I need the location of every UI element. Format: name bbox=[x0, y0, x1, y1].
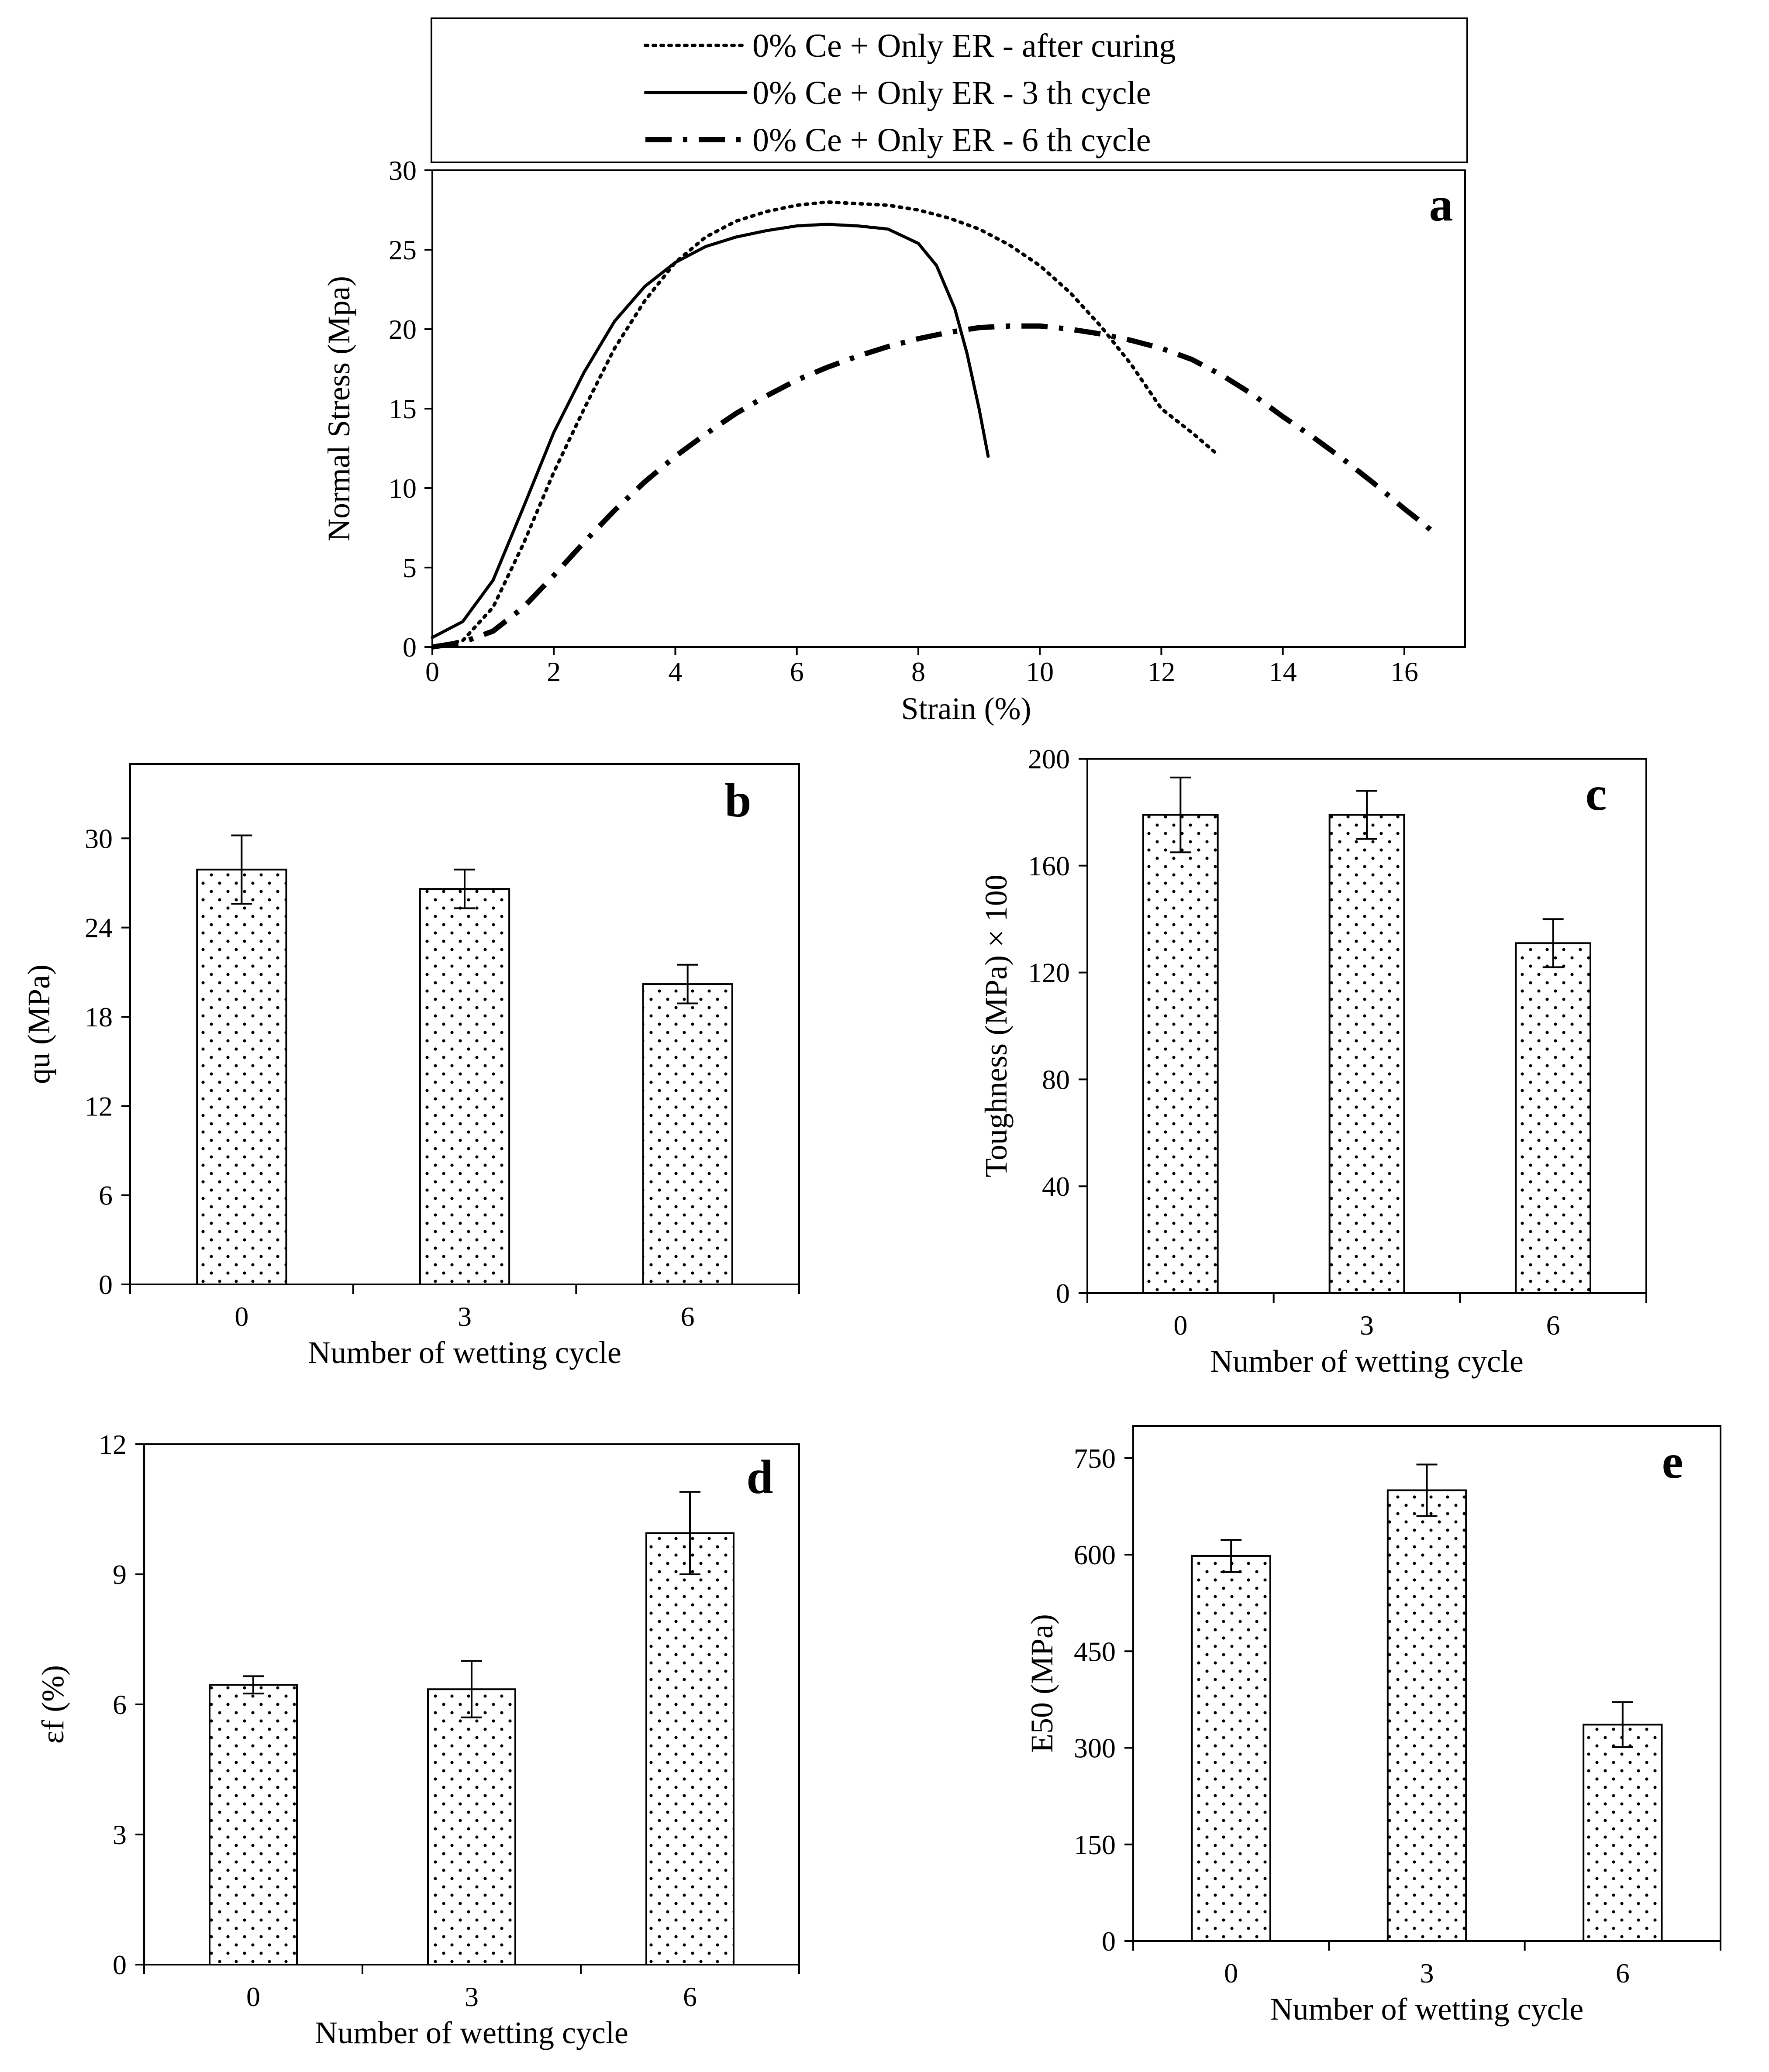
x-axis-label-d: Number of wetting cycle bbox=[315, 2015, 628, 2050]
x-tick-label-d: 0 bbox=[246, 1981, 260, 2012]
series-line-a-2 bbox=[432, 323, 1440, 650]
y-tick-label-e: 0 bbox=[1102, 1926, 1116, 1957]
y-tick-label-c: 40 bbox=[1042, 1171, 1070, 1202]
bar-c-0 bbox=[1142, 814, 1219, 1294]
y-axis-label-c: Toughness (MPa) × 100 bbox=[979, 874, 1014, 1177]
y-tick-label-b: 6 bbox=[99, 1180, 113, 1211]
y-tick-label-c: 120 bbox=[1028, 957, 1070, 988]
y-tick-label-a: 15 bbox=[389, 393, 417, 424]
x-tick-label-d: 3 bbox=[465, 1981, 479, 2012]
legend-entry-a: 0% Ce + Only ER - 6 th cycle bbox=[752, 122, 1151, 158]
y-tick-label-b: 30 bbox=[85, 823, 113, 854]
x-tick-label-e: 3 bbox=[1420, 1958, 1434, 1989]
y-tick-label-e: 750 bbox=[1074, 1443, 1116, 1474]
x-tick-label-c: 3 bbox=[1360, 1310, 1374, 1341]
y-axis-label-b: qu (MPa) bbox=[21, 964, 56, 1084]
legend-entry-a: 0% Ce + Only ER - 3 th cycle bbox=[752, 75, 1151, 111]
x-tick-label-a: 14 bbox=[1269, 656, 1297, 687]
panel-label-b: b bbox=[724, 774, 751, 827]
y-tick-label-c: 200 bbox=[1028, 743, 1070, 774]
y-tick-label-e: 300 bbox=[1074, 1733, 1116, 1764]
x-tick-label-b: 3 bbox=[458, 1301, 472, 1332]
legend-a bbox=[431, 17, 1468, 163]
bar-d-0 bbox=[209, 1684, 298, 1966]
x-tick-label-a: 8 bbox=[911, 656, 925, 687]
x-tick-label-a: 4 bbox=[668, 656, 682, 687]
x-tick-label-a: 10 bbox=[1026, 656, 1054, 687]
y-tick-label-e: 150 bbox=[1074, 1829, 1116, 1860]
x-tick-label-a: 6 bbox=[790, 656, 804, 687]
y-tick-label-e: 450 bbox=[1074, 1636, 1116, 1667]
bar-c-6 bbox=[1515, 942, 1591, 1294]
plot-area-a bbox=[431, 169, 1466, 648]
x-axis-label-c: Number of wetting cycle bbox=[1210, 1344, 1524, 1379]
y-tick-label-a: 25 bbox=[389, 234, 417, 265]
x-axis-label-e: Number of wetting cycle bbox=[1270, 1992, 1584, 2027]
legend-entry-a: 0% Ce + Only ER - after curing bbox=[752, 28, 1176, 64]
bar-b-6 bbox=[642, 983, 733, 1285]
series-line-a-1 bbox=[431, 223, 990, 639]
x-tick-label-a: 16 bbox=[1390, 656, 1418, 687]
y-tick-label-d: 6 bbox=[113, 1689, 127, 1720]
y-tick-label-b: 18 bbox=[85, 1002, 113, 1033]
bar-e-3 bbox=[1386, 1489, 1467, 1942]
bar-c-3 bbox=[1328, 814, 1405, 1294]
bar-e-0 bbox=[1191, 1555, 1271, 1942]
bar-b-0 bbox=[196, 868, 287, 1285]
bar-e-6 bbox=[1583, 1724, 1663, 1942]
y-axis-label-a: Normal Stress (Mpa) bbox=[321, 276, 356, 541]
y-tick-label-c: 0 bbox=[1056, 1278, 1070, 1309]
y-tick-label-e: 600 bbox=[1074, 1539, 1116, 1570]
bar-b-3 bbox=[419, 888, 510, 1285]
y-tick-label-a: 30 bbox=[389, 155, 417, 186]
y-tick-label-c: 160 bbox=[1028, 850, 1070, 881]
x-tick-label-d: 6 bbox=[683, 1981, 697, 2012]
panel-label-e: e bbox=[1662, 1435, 1683, 1488]
y-axis-label-d: εf (%) bbox=[35, 1665, 70, 1744]
y-tick-label-b: 0 bbox=[99, 1269, 113, 1300]
bar-d-3 bbox=[427, 1688, 516, 1966]
panel-label-a: a bbox=[1429, 178, 1453, 231]
x-tick-label-c: 0 bbox=[1173, 1310, 1187, 1341]
y-axis-label-e: E50 (MPa) bbox=[1024, 1614, 1059, 1753]
x-tick-label-b: 6 bbox=[681, 1301, 695, 1332]
panel-label-c: c bbox=[1586, 767, 1607, 820]
x-tick-label-a: 12 bbox=[1147, 656, 1175, 687]
y-tick-label-d: 0 bbox=[113, 1949, 127, 1980]
y-tick-label-a: 0 bbox=[403, 632, 417, 663]
x-axis-label-a: Strain (%) bbox=[901, 691, 1031, 726]
y-tick-label-b: 24 bbox=[85, 912, 113, 943]
y-tick-label-a: 5 bbox=[403, 552, 417, 583]
x-tick-label-c: 6 bbox=[1546, 1310, 1560, 1341]
y-tick-label-a: 20 bbox=[389, 314, 417, 345]
y-tick-label-d: 12 bbox=[99, 1429, 127, 1460]
x-tick-label-e: 6 bbox=[1616, 1958, 1630, 1989]
x-tick-label-e: 0 bbox=[1224, 1958, 1238, 1989]
y-tick-label-c: 80 bbox=[1042, 1064, 1070, 1095]
y-tick-label-d: 9 bbox=[113, 1559, 127, 1590]
x-tick-label-b: 0 bbox=[234, 1301, 248, 1332]
x-axis-label-b: Number of wetting cycle bbox=[308, 1335, 621, 1370]
y-tick-label-b: 12 bbox=[85, 1091, 113, 1122]
y-tick-label-a: 10 bbox=[389, 473, 417, 504]
x-tick-label-a: 0 bbox=[425, 656, 439, 687]
series-line-a-0 bbox=[431, 200, 1218, 649]
panel-label-d: d bbox=[746, 1450, 773, 1504]
bar-d-6 bbox=[645, 1532, 734, 1965]
y-tick-label-d: 3 bbox=[113, 1819, 127, 1850]
x-tick-label-a: 2 bbox=[547, 656, 561, 687]
